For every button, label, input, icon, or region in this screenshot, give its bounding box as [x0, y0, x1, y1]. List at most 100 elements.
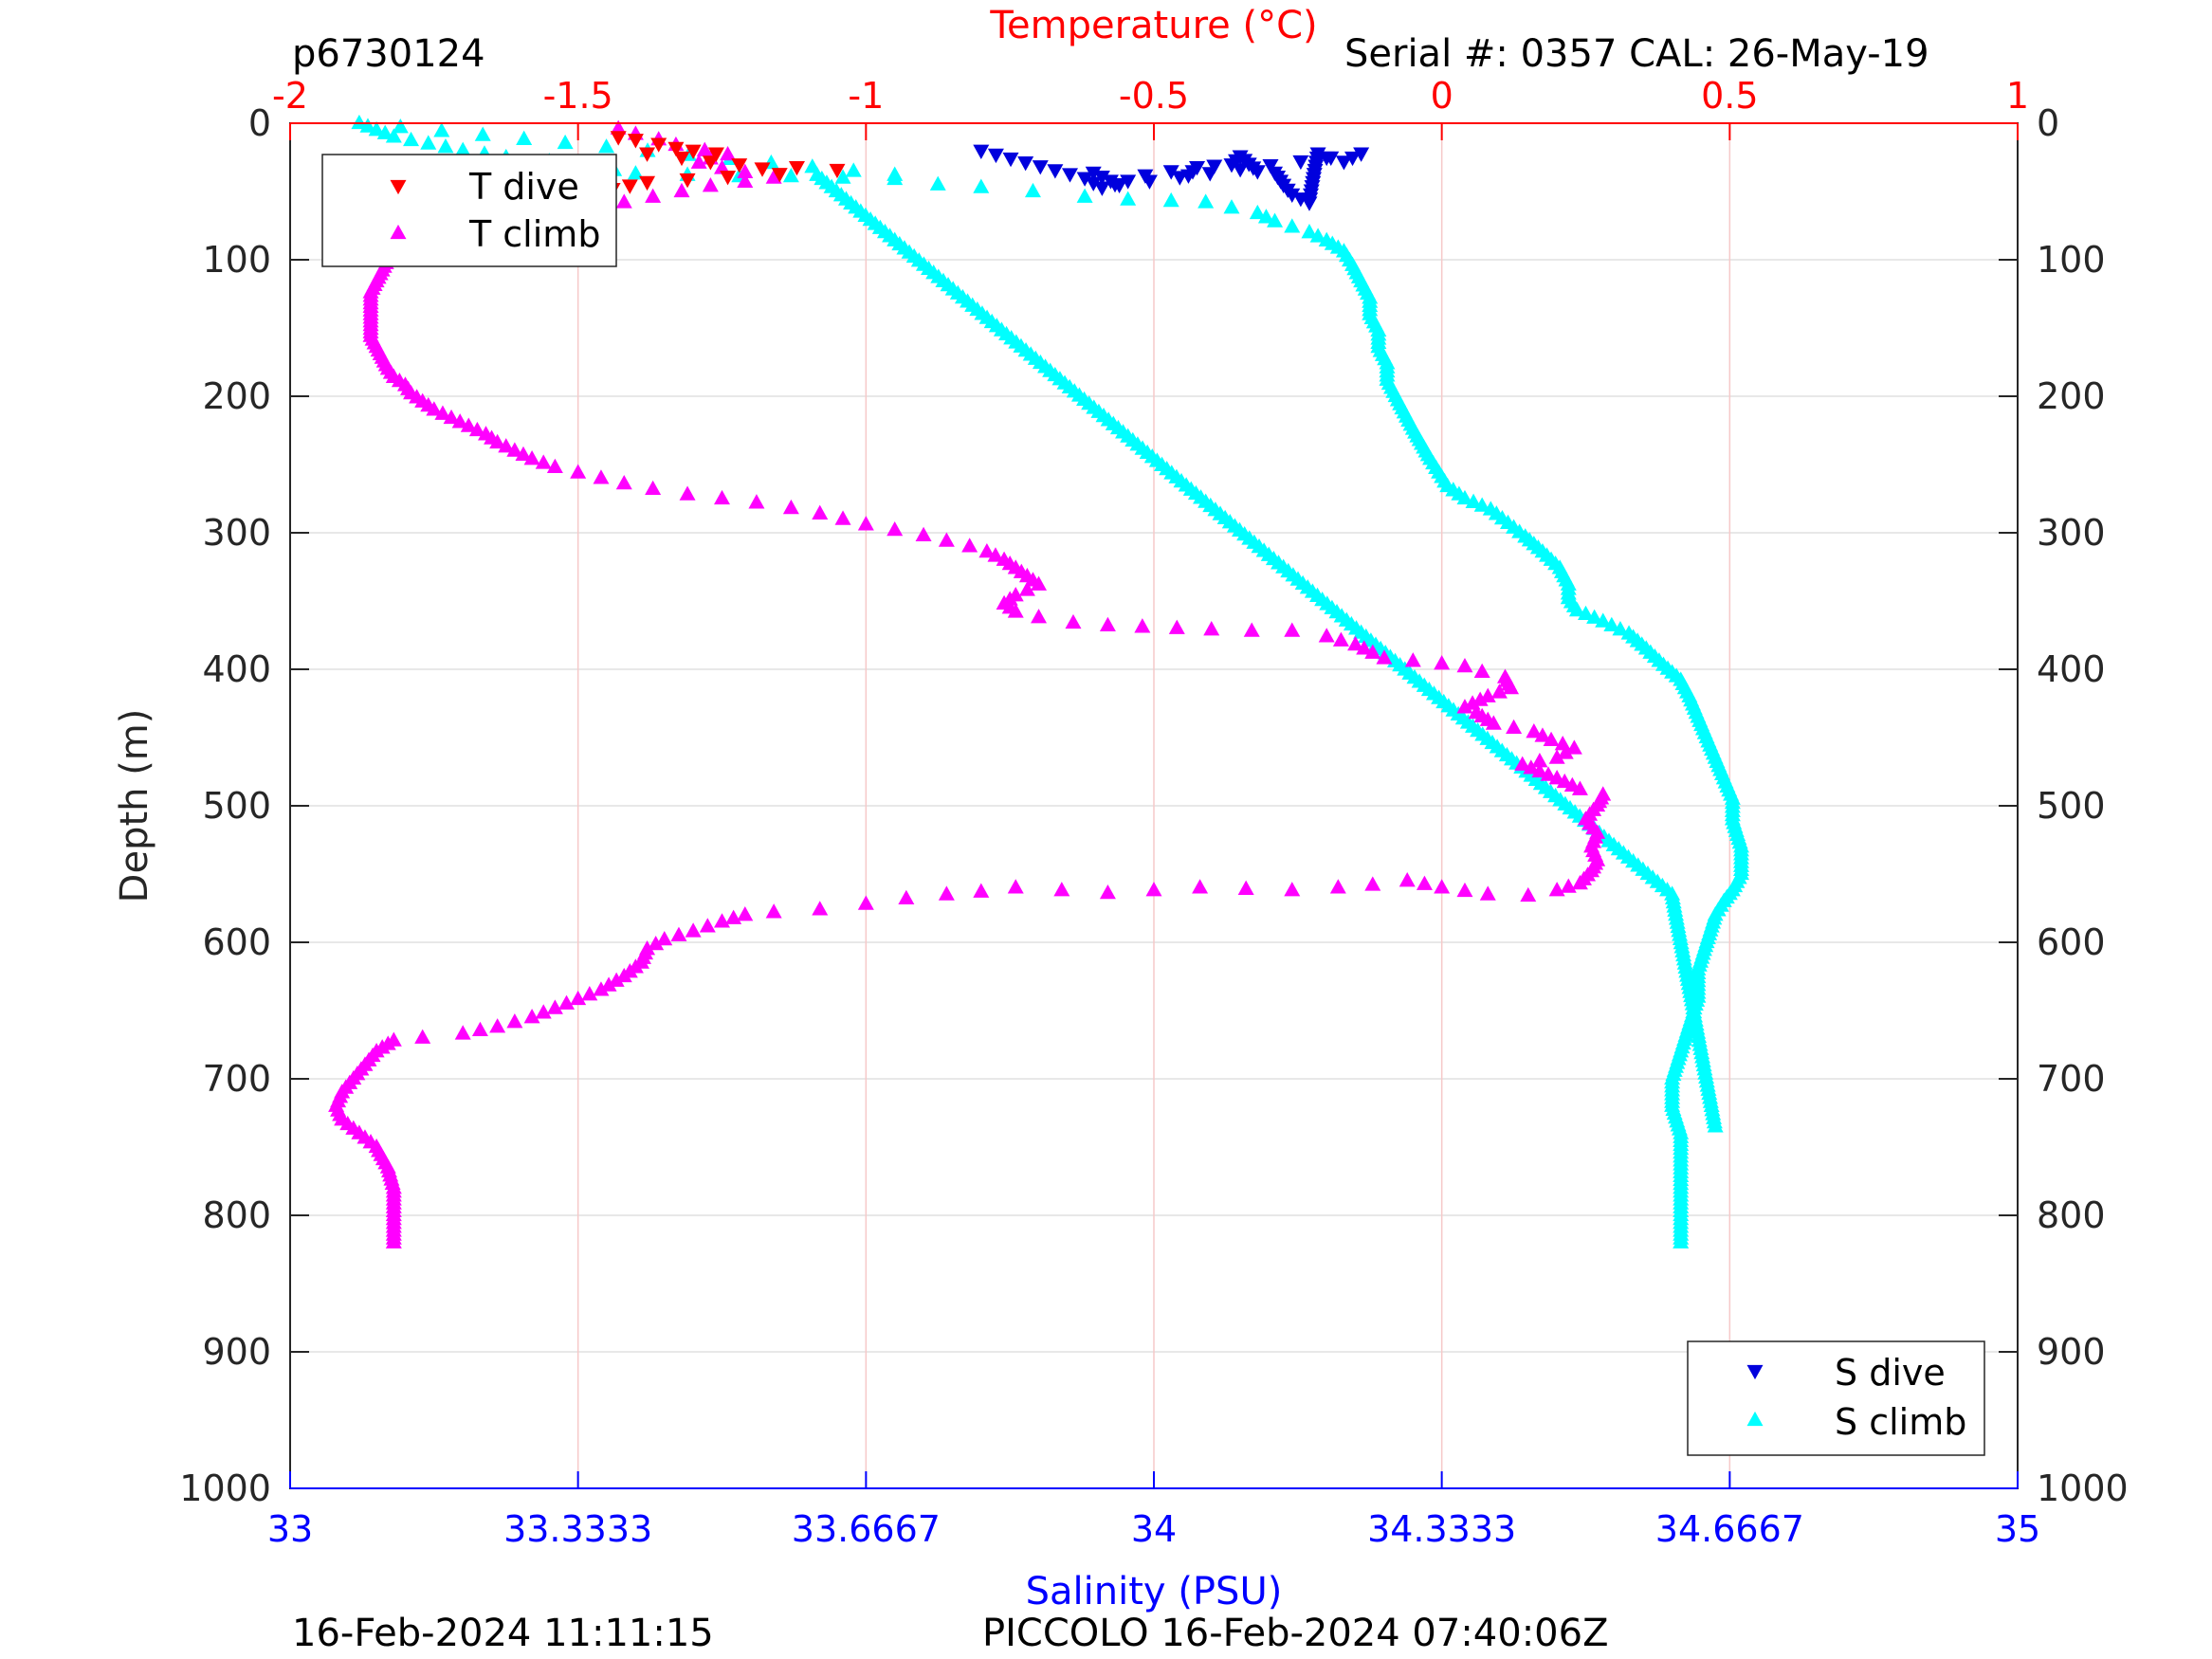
t-climb-point [645, 480, 662, 496]
t-climb-point [685, 922, 702, 938]
t-climb-point [1099, 616, 1116, 632]
s-dive-point [1323, 151, 1340, 166]
t-dive-point [731, 158, 748, 173]
s-climb-point [1267, 212, 1284, 228]
salinity-axis-title: Salinity (PSU) [1026, 1570, 1283, 1613]
t-climb-point [1472, 691, 1489, 706]
t-climb-point [558, 994, 576, 1010]
t-climb-point [812, 504, 829, 520]
s-climb-point [420, 135, 437, 150]
t-climb-point [996, 551, 1013, 566]
t-climb-point [506, 1013, 523, 1029]
header-right-label: Serial #: 0357 CAL: 26-May-19 [1344, 32, 1929, 76]
s-climb-legend-label: S climb [1835, 1401, 1966, 1443]
t-climb-point [978, 542, 996, 558]
depth-axis-title: Depth (m) [113, 709, 156, 903]
s-climb-point [437, 138, 454, 154]
t-climb-point [581, 986, 598, 1001]
t-climb-series [328, 119, 1612, 1249]
t-dive-legend-label: T dive [468, 166, 579, 208]
s-dive-point [1062, 168, 1079, 183]
salinity-legend: S dive S climb [1687, 1340, 1985, 1456]
t-climb-point [1364, 644, 1381, 659]
t-climb-point [1554, 736, 1571, 751]
t-climb-point [593, 981, 610, 996]
t-climb-point [938, 532, 955, 547]
y-tick-label-left: 900 [202, 1331, 271, 1373]
t-climb-point [670, 926, 687, 941]
t-climb-legend-marker [390, 224, 407, 240]
s-climb-point [1318, 231, 1335, 246]
t-climb-point [1434, 655, 1451, 670]
s-climb-point [782, 167, 799, 183]
s-climb-point [1309, 228, 1326, 243]
t-climb-point [608, 972, 625, 987]
t-climb-point [1526, 723, 1543, 738]
t-climb-point [1464, 695, 1481, 710]
t-dive-point [667, 141, 685, 157]
t-dive-point [621, 179, 638, 194]
salinity-tick-label: 34.3333 [1367, 1508, 1516, 1550]
y-tick-label-right: 700 [2037, 1058, 2106, 1100]
t-climb-point [1192, 879, 1209, 894]
t-climb-point [702, 177, 719, 192]
temperature-tick-label: 1 [2006, 75, 2029, 117]
t-climb-point [857, 516, 874, 531]
t-climb-point [1356, 640, 1373, 655]
t-climb-point [1243, 622, 1260, 637]
axes: 0 0 100 100 200 200 300 300 400 400 500 500 600 600 70… [179, 75, 2128, 1550]
s-climb-point [1076, 188, 1093, 203]
s-climb-point [627, 165, 644, 180]
t-climb-point [523, 1009, 540, 1024]
t-climb-point [1456, 699, 1473, 714]
t-climb-point [1168, 619, 1185, 634]
t-climb-point [385, 1031, 402, 1047]
s-climb-point [1707, 1118, 1724, 1133]
t-climb-point [887, 520, 904, 537]
s-climb-point [834, 169, 851, 184]
s-climb-point [845, 162, 862, 177]
t-climb-point [748, 494, 765, 509]
t-climb-point [471, 1021, 488, 1036]
s-climb-point [403, 131, 420, 147]
t-climb-point [477, 426, 494, 441]
t-climb-point [1007, 879, 1024, 894]
t-climb-point [699, 918, 716, 933]
t-dive-point [685, 144, 702, 159]
temperature-tick-label: -0.5 [1119, 75, 1189, 117]
temperature-tick-label: -2 [272, 75, 308, 117]
t-climb-point [973, 883, 990, 898]
t-dive-point [639, 175, 656, 191]
t-climb-point [782, 499, 799, 515]
t-climb-point [1520, 886, 1537, 902]
t-climb-point [1506, 719, 1523, 735]
y-tick-label-left: 600 [202, 921, 271, 963]
t-climb-point [1203, 621, 1220, 636]
t-climb-point [737, 173, 754, 189]
s-dive-point [1162, 165, 1179, 180]
t-climb-point [656, 930, 673, 946]
s-climb-point [1620, 625, 1637, 640]
t-climb-point [1007, 587, 1024, 602]
temperature-tick-label: -1 [848, 75, 884, 117]
y-tick-label-right: 800 [2037, 1194, 2106, 1236]
t-climb-point [454, 1025, 471, 1040]
salinity-tick-label: 33 [267, 1508, 313, 1550]
t-climb-point [1556, 773, 1573, 789]
s-dive-point [1309, 147, 1326, 162]
s-climb-point [1284, 218, 1301, 233]
t-climb-point [593, 469, 610, 484]
t-climb-point [720, 145, 737, 161]
s-climb-point [1482, 501, 1499, 516]
s-dive-point [1085, 166, 1102, 182]
t-climb-point [570, 464, 587, 479]
s-climb-point [1465, 493, 1482, 508]
y-tick-label-left: 500 [202, 785, 271, 827]
s-dive-point [1111, 178, 1128, 193]
t-climb-point [1434, 879, 1451, 894]
s-dive-point [1002, 152, 1019, 168]
s-dive-point [1102, 174, 1119, 190]
t-climb-point [615, 193, 632, 209]
t-climb-point [690, 154, 707, 169]
s-dive-point [1171, 171, 1188, 186]
